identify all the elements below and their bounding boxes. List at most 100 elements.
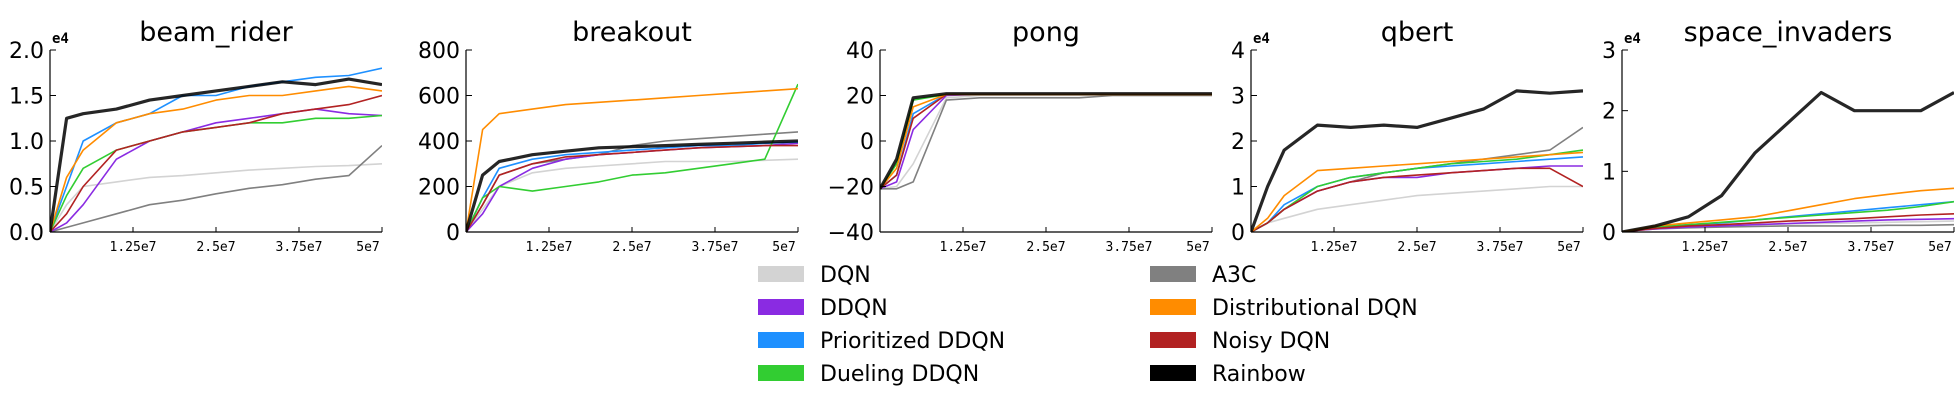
series-line-rainbow xyxy=(1251,89,1583,232)
x-tick-label: 3.75e7 xyxy=(1106,240,1153,255)
series-group xyxy=(50,67,382,232)
y-tick-label: 1 xyxy=(1231,176,1245,201)
x-tick-label: 3.75e7 xyxy=(692,240,739,255)
legend-item-a3c: A3C xyxy=(1150,263,1256,288)
panel-beam-rider: beam_rider e4 0.0 0.5 1.0 1.5 2.0 1.25e7 2.5e7 3.… xyxy=(9,17,383,255)
legend-item-noisy-dqn: Noisy DQN xyxy=(1150,329,1330,354)
series-line-rainbow xyxy=(50,77,382,232)
y-tick-label: 0 xyxy=(1602,221,1616,246)
legend-label: A3C xyxy=(1212,263,1256,288)
series-line-rainbow xyxy=(880,92,1212,190)
y-tick-label: 600 xyxy=(418,85,460,110)
panel-title: qbert xyxy=(1381,17,1454,48)
x-tick-label: 1.25e7 xyxy=(526,240,573,255)
y-tick-label: 2 xyxy=(1231,130,1245,155)
series-line-dueling-ddqn xyxy=(466,83,798,232)
legend-swatch xyxy=(1150,332,1196,348)
y-tick-label: 400 xyxy=(418,130,460,155)
series-line-a3c xyxy=(1251,126,1583,232)
y-tick-label: 4 xyxy=(1231,39,1245,64)
legend-item-prioritized-ddqn: Prioritized DDQN xyxy=(758,329,1005,354)
x-tick-label: 3.75e7 xyxy=(1848,240,1895,255)
series-group xyxy=(880,92,1212,190)
panel-title: beam_rider xyxy=(139,17,293,48)
y-axis-multiplier: e4 xyxy=(52,31,69,47)
legend-item-distributional-dqn: Distributional DQN xyxy=(1150,296,1418,321)
legend-label: DQN xyxy=(820,263,871,288)
series-line-ddqn xyxy=(50,108,382,232)
series-line-dueling-ddqn xyxy=(50,114,382,232)
x-tick-label: 1.25e7 xyxy=(110,240,157,255)
y-tick-label: 0 xyxy=(446,221,460,246)
legend-label: Noisy DQN xyxy=(1212,329,1330,354)
y-axis-multiplier: e4 xyxy=(1253,31,1270,47)
x-tick-label: 3.75e7 xyxy=(276,240,323,255)
series-line-a3c xyxy=(880,94,1212,190)
x-tick-label: 2.5e7 xyxy=(1026,240,1065,255)
x-tick-label: 1.25e7 xyxy=(1311,240,1358,255)
series-line-noisy-dqn xyxy=(1622,213,1954,232)
x-tick-label: 5e7 xyxy=(772,240,795,255)
y-tick-label: 1.5 xyxy=(9,85,44,110)
y-axis-multiplier: e4 xyxy=(1624,31,1641,47)
y-tick-label: 20 xyxy=(846,85,874,110)
y-tick-label: 3 xyxy=(1602,39,1616,64)
legend-swatch xyxy=(1150,299,1196,315)
series-line-noisy-dqn xyxy=(1251,167,1583,232)
series-line-rainbow xyxy=(1622,90,1954,232)
y-tick-label: −40 xyxy=(828,221,874,246)
y-tick-label: 0 xyxy=(860,130,874,155)
series-line-dueling-ddqn xyxy=(1251,149,1583,232)
series-line-prioritized-ddqn xyxy=(466,141,798,232)
series-line-dqn xyxy=(50,163,382,232)
series-line-prioritized-ddqn xyxy=(50,67,382,232)
y-tick-label: 2.0 xyxy=(9,39,44,64)
series-line-rainbow xyxy=(466,139,798,232)
x-tick-label: 5e7 xyxy=(1186,240,1209,255)
legend-swatch xyxy=(758,365,804,381)
series-line-distributional-dqn xyxy=(1251,151,1583,232)
x-tick-label: 1.25e7 xyxy=(940,240,987,255)
legend-label: Rainbow xyxy=(1212,362,1306,387)
series-line-distributional-dqn xyxy=(466,87,798,232)
y-tick-label: 1.0 xyxy=(9,130,44,155)
panel-qbert: qbert e4 0 1 2 3 4 1.25e7 2.5e7 3.75e7 5e7 xyxy=(1231,17,1584,255)
legend-swatch xyxy=(758,332,804,348)
y-tick-label: 3 xyxy=(1231,85,1245,110)
panel-breakout: breakout 0 200 400 600 800 1.25e7 2.5e7 3.75e7 5e… xyxy=(418,17,799,255)
legend-item-rainbow: Rainbow xyxy=(1150,362,1306,387)
y-tick-label: 0 xyxy=(1231,221,1245,246)
legend-swatch xyxy=(1150,365,1196,381)
legend-swatch xyxy=(1150,266,1196,282)
series-line-noisy-dqn xyxy=(50,94,382,232)
legend-label: Prioritized DDQN xyxy=(820,329,1005,354)
legend-label: Dueling DDQN xyxy=(820,362,979,387)
x-tick-label: 2.5e7 xyxy=(196,240,235,255)
panel-title: pong xyxy=(1012,17,1080,48)
series-line-dqn xyxy=(1251,185,1583,232)
panels: beam_rider e4 0.0 0.5 1.0 1.5 2.0 1.25e7 2.5e7 3.… xyxy=(9,17,1955,255)
series-group xyxy=(1622,90,1954,232)
legend: DQN A3C DDQN Distributional DQN Prioritized … xyxy=(758,263,1418,387)
y-tick-label: −20 xyxy=(828,176,874,201)
x-tick-label: 5e7 xyxy=(1928,240,1951,255)
panel-pong: pong −40 −20 0 20 40 1.25e7 2.5e7 3.75e7 5e7 xyxy=(828,17,1213,255)
y-tick-label: 40 xyxy=(846,39,874,64)
x-tick-label: 2.5e7 xyxy=(1397,240,1436,255)
legend-swatch xyxy=(758,266,804,282)
panel-title: breakout xyxy=(572,17,692,48)
series-line-noisy-dqn xyxy=(466,144,798,232)
series-line-a3c xyxy=(50,145,382,232)
y-tick-label: 0.5 xyxy=(9,176,44,201)
x-tick-label: 3.75e7 xyxy=(1477,240,1524,255)
x-tick-label: 1.25e7 xyxy=(1682,240,1729,255)
panel-title: space_invaders xyxy=(1684,17,1893,48)
x-tick-label: 5e7 xyxy=(1557,240,1580,255)
x-tick-label: 5e7 xyxy=(356,240,379,255)
y-tick-label: 2 xyxy=(1602,100,1616,125)
series-line-distributional-dqn xyxy=(50,85,382,232)
y-tick-label: 800 xyxy=(418,39,460,64)
legend-label: Distributional DQN xyxy=(1212,296,1418,321)
panel-space-invaders: space_invaders e4 0 1 2 3 1.25e7 2.5e7 3.75e7 5e7 xyxy=(1602,17,1955,255)
